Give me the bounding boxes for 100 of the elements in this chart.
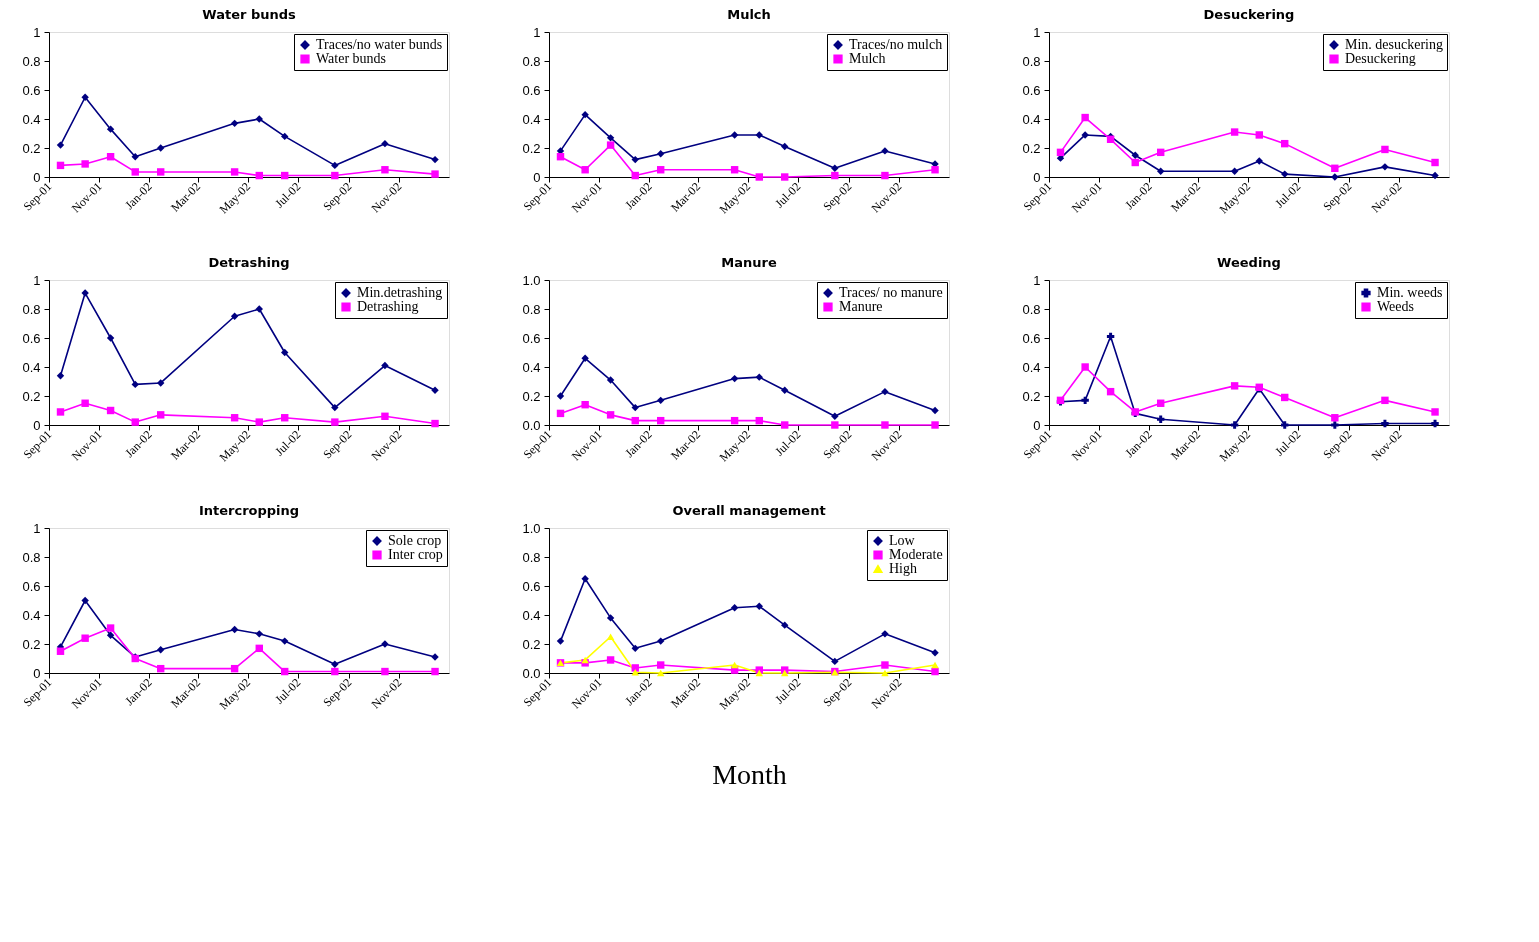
point — [106, 631, 115, 640]
x-axis-title: Month — [712, 758, 787, 790]
point — [1081, 363, 1089, 371]
y-tick-label: 0.4 — [22, 111, 41, 127]
legend-label: Traces/no water bunds — [316, 37, 443, 52]
y-tick-label: 0.2 — [22, 388, 41, 404]
point — [56, 371, 65, 380]
y-tick-label: 0.2 — [1022, 140, 1041, 156]
point — [1331, 164, 1339, 173]
point — [431, 170, 439, 178]
y-tick-label: 0.2 — [522, 140, 541, 156]
point — [606, 411, 615, 419]
point — [81, 596, 89, 605]
point — [331, 161, 339, 170]
point — [81, 160, 89, 168]
point — [157, 168, 165, 176]
point — [755, 373, 763, 381]
point — [81, 399, 89, 407]
y-tick-label: 1 — [533, 24, 541, 40]
point — [831, 657, 839, 666]
y-tick-label: 0.0 — [522, 417, 541, 433]
legend-label: Inter crop — [388, 547, 443, 562]
y-tick-label: 0 — [33, 665, 41, 681]
chart-title: Overall management — [672, 503, 826, 518]
legend-label: Min.detrashing — [357, 285, 443, 300]
y-tick-label: 0.4 — [522, 607, 541, 623]
point — [331, 171, 339, 180]
legend-label: Weeds — [1377, 299, 1414, 314]
chart-title: Detrashing — [208, 255, 290, 270]
point — [331, 418, 339, 426]
point — [931, 667, 939, 676]
point — [381, 139, 389, 148]
point — [1131, 151, 1139, 159]
point — [606, 614, 615, 622]
y-tick-label: 0.4 — [522, 359, 541, 375]
legend-label: Water bunds — [316, 51, 387, 66]
point — [931, 166, 939, 174]
point — [606, 134, 615, 142]
point — [1157, 167, 1165, 175]
y-tick-label: 0.2 — [522, 388, 541, 404]
point — [657, 661, 665, 669]
point — [1431, 419, 1439, 428]
point — [730, 604, 739, 612]
point — [230, 625, 239, 634]
point — [56, 141, 65, 149]
point — [331, 667, 339, 676]
point — [831, 421, 839, 429]
point — [1255, 157, 1263, 165]
point — [581, 575, 589, 583]
legend-label: Manure — [839, 299, 883, 314]
point — [730, 374, 739, 383]
y-tick-label: 0.4 — [522, 111, 541, 127]
point — [1331, 414, 1339, 422]
point — [131, 152, 139, 161]
point — [1230, 128, 1239, 136]
y-tick-label: 0 — [33, 417, 41, 433]
point — [1106, 332, 1115, 341]
y-tick-label: 0.6 — [522, 82, 541, 98]
chart-title: Water bunds — [202, 7, 296, 22]
point — [157, 379, 165, 387]
point — [831, 412, 839, 421]
y-tick-label: 0.8 — [22, 301, 41, 317]
y-tick-label: 0.8 — [522, 301, 541, 317]
y-tick-label: 0 — [533, 169, 541, 185]
point — [1281, 421, 1289, 429]
point — [431, 419, 439, 428]
y-tick-label: 1 — [33, 24, 41, 40]
point — [581, 166, 589, 174]
y-tick-label: 0.8 — [522, 53, 541, 69]
point — [730, 131, 739, 139]
point — [255, 418, 263, 426]
point — [230, 312, 239, 320]
point — [781, 621, 789, 629]
point — [106, 624, 115, 632]
y-tick-label: 1 — [1033, 24, 1041, 40]
y-tick-label: 1 — [33, 520, 41, 536]
y-tick-label: 0.8 — [522, 549, 541, 565]
point — [831, 164, 839, 173]
y-tick-label: 0.8 — [22, 549, 41, 565]
point — [881, 171, 889, 180]
point — [331, 403, 339, 412]
point — [781, 421, 789, 429]
point — [381, 166, 389, 174]
point — [1081, 396, 1089, 405]
y-tick-label: 1 — [33, 272, 41, 288]
point — [1381, 145, 1389, 154]
y-tick-label: 0.8 — [1022, 301, 1041, 317]
point — [1431, 171, 1439, 180]
point — [255, 630, 263, 638]
point — [931, 648, 939, 657]
legend-label: Low — [889, 533, 916, 548]
point — [106, 125, 115, 133]
y-tick-label: 0.6 — [1022, 82, 1041, 98]
point — [631, 155, 639, 164]
y-tick-label: 0.4 — [1022, 111, 1041, 127]
y-tick-label: 0.0 — [522, 665, 541, 681]
point — [56, 408, 65, 416]
y-tick-label: 0.2 — [22, 636, 41, 652]
point — [1431, 158, 1439, 167]
point — [1431, 408, 1439, 416]
